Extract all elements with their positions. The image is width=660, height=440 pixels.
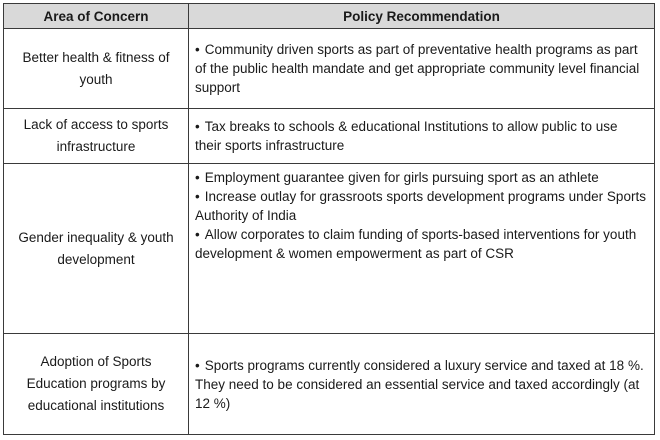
- bullet-text: Community driven sports as part of preve…: [195, 42, 639, 95]
- recommendation-list: Community driven sports as part of preve…: [195, 40, 646, 97]
- recommendation-cell: Employment guarantee given for girls pur…: [188, 162, 655, 335]
- table-row: Adoption of Sports Education programs by…: [3, 333, 655, 435]
- concern-cell: Lack of access to sports infrastructure: [3, 108, 189, 164]
- recommendation-cell: Tax breaks to schools & educational Inst…: [188, 108, 655, 164]
- table-row: Lack of access to sports infrastructure …: [3, 108, 655, 164]
- recommendation-cell: Sports programs currently considered a l…: [188, 333, 655, 435]
- bullet-text: Allow corporates to claim funding of spo…: [195, 227, 636, 261]
- recommendation-item: Community driven sports as part of preve…: [195, 40, 646, 97]
- header-policy-recommendation: Policy Recommendation: [188, 3, 655, 29]
- concern-cell: Adoption of Sports Education programs by…: [3, 333, 189, 435]
- recommendation-item: Allow corporates to claim funding of spo…: [195, 225, 646, 263]
- recommendation-list: Employment guarantee given for girls pur…: [195, 168, 646, 263]
- bullet-text: Tax breaks to schools & educational Inst…: [195, 119, 617, 153]
- concern-cell: Gender inequality & youth development: [3, 162, 189, 335]
- recommendation-item: Employment guarantee given for girls pur…: [195, 168, 646, 187]
- recommendation-list: Sports programs currently considered a l…: [195, 356, 646, 413]
- recommendation-item: Increase outlay for grassroots sports de…: [195, 187, 646, 225]
- header-area-of-concern: Area of Concern: [3, 3, 189, 29]
- recommendation-item: Sports programs currently considered a l…: [195, 356, 646, 413]
- concern-cell: Better health & fitness of youth: [3, 27, 189, 110]
- bullet-text: Employment guarantee given for girls pur…: [195, 170, 599, 185]
- recommendation-item: Tax breaks to schools & educational Inst…: [195, 117, 646, 155]
- recommendation-list: Tax breaks to schools & educational Inst…: [195, 117, 646, 155]
- policy-table: Area of Concern Policy Recommendation Be…: [3, 3, 655, 435]
- table-row: Better health & fitness of youth Communi…: [3, 27, 655, 110]
- bullet-text: Sports programs currently considered a l…: [195, 358, 644, 411]
- recommendation-cell: Community driven sports as part of preve…: [188, 27, 655, 110]
- table-row: Gender inequality & youth development Em…: [3, 162, 655, 335]
- bullet-text: Increase outlay for grassroots sports de…: [195, 189, 646, 223]
- header-row: Area of Concern Policy Recommendation: [3, 3, 655, 29]
